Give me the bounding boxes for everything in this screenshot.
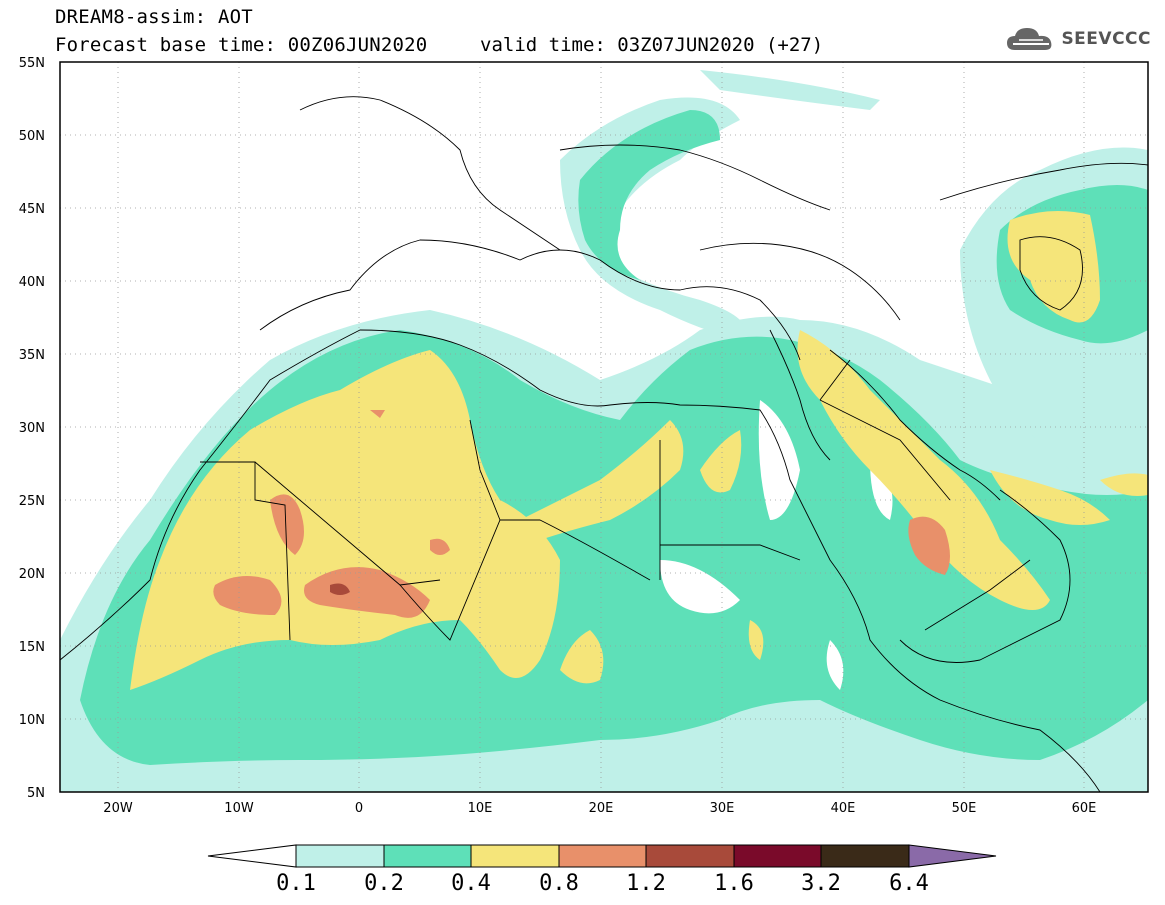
lon-label: 0: [355, 801, 363, 816]
colorbar-label: 0.8: [539, 871, 579, 896]
lat-label: 5N: [27, 786, 45, 801]
colorbar-label: 0.1: [276, 871, 316, 896]
lat-label: 15N: [19, 640, 45, 655]
lon-label: 20W: [103, 801, 133, 816]
seevccc-logo: SEEVCCC: [1005, 24, 1151, 54]
colorbar-swatch: [383, 844, 472, 868]
colorbar-min-arrow: [207, 844, 297, 868]
lat-label: 30N: [19, 421, 45, 436]
lat-label: 20N: [19, 567, 45, 582]
lon-label: 60E: [1072, 801, 1097, 816]
lat-label: 40N: [19, 275, 45, 290]
colorbar-swatch: [820, 844, 910, 868]
colorbar-max-arrow: [908, 844, 997, 868]
forecast-base-time: Forecast base time: 00Z06JUN2020: [55, 34, 428, 56]
lon-label: 50E: [952, 801, 977, 816]
colorbar-label: 0.4: [451, 871, 491, 896]
lat-label: 55N: [19, 56, 45, 71]
lat-label: 35N: [19, 348, 45, 363]
graticule: [60, 62, 1148, 792]
lon-label: 10E: [468, 801, 493, 816]
colorbar-label: 3.2: [801, 871, 841, 896]
colorbar-swatch: [733, 844, 822, 868]
logo-text: SEEVCCC: [1061, 29, 1151, 49]
colorbar-swatch: [295, 844, 385, 868]
colorbar-label: 0.2: [364, 871, 404, 896]
lon-label: 40E: [831, 801, 856, 816]
valid-time: valid time: 03Z07JUN2020 (+27): [480, 34, 824, 56]
colorbar-label: 1.2: [626, 871, 666, 896]
lat-label: 10N: [19, 713, 45, 728]
coastlines: [60, 96, 1148, 792]
colorbar-swatch: [470, 844, 560, 868]
colorbar-swatch: [558, 844, 647, 868]
lat-labels: 55N 50N 45N 40N 35N 30N 25N 20N 15N 10N …: [19, 56, 45, 801]
colorbar-label: 1.6: [714, 871, 754, 896]
colorbar-label: 6.4: [889, 871, 929, 896]
lon-label: 20E: [589, 801, 614, 816]
lat-label: 25N: [19, 494, 45, 509]
aot-field: [60, 62, 1148, 792]
cloud-icon: [1007, 28, 1052, 50]
lat-label: 50N: [19, 129, 45, 144]
lat-label: 45N: [19, 202, 45, 217]
colorbar: 0.1 0.2 0.4 0.8 1.2 1.6 3.2 6.4: [207, 844, 997, 896]
lon-label: 30E: [710, 801, 735, 816]
colorbar-swatch: [645, 844, 735, 868]
map-frame: [59, 61, 1149, 793]
chart-title: DREAM8-assim: AOT: [55, 6, 253, 28]
lon-label: 10W: [224, 801, 254, 816]
lon-labels: 20W 10W 0 10E 20E 30E 40E 50E 60E: [103, 801, 1096, 816]
